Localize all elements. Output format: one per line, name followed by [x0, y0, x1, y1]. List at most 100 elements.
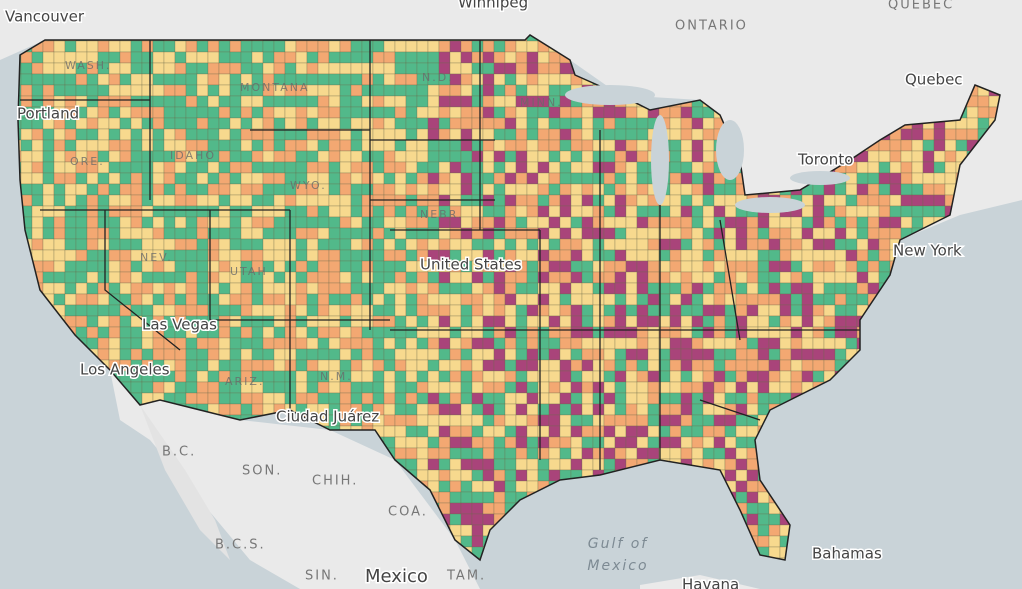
county [262, 40, 275, 53]
county [669, 392, 682, 405]
county [295, 315, 308, 328]
county [493, 370, 506, 383]
county [526, 62, 539, 75]
county [812, 337, 825, 350]
county [603, 161, 616, 174]
county [702, 326, 715, 339]
county [867, 249, 880, 262]
county [801, 315, 814, 328]
county [251, 216, 264, 229]
county [713, 304, 726, 317]
county [768, 337, 781, 350]
county [460, 326, 473, 339]
county [460, 293, 473, 306]
county [97, 271, 110, 284]
county [911, 139, 924, 152]
county [625, 370, 638, 383]
county [471, 337, 484, 350]
county [350, 51, 363, 64]
county [185, 381, 198, 394]
county [702, 205, 715, 218]
county [372, 150, 385, 163]
county [713, 436, 726, 449]
county [163, 161, 176, 174]
county [361, 106, 374, 119]
county [570, 139, 583, 152]
county [141, 51, 154, 64]
county [306, 238, 319, 251]
county [350, 172, 363, 185]
county [592, 293, 605, 306]
county [405, 172, 418, 185]
county [493, 73, 506, 86]
county [394, 260, 407, 273]
county [108, 161, 121, 174]
county [251, 249, 264, 262]
county [823, 293, 836, 306]
county [229, 238, 242, 251]
county [273, 194, 286, 207]
county [427, 458, 440, 471]
county [724, 205, 737, 218]
county [625, 414, 638, 427]
county [669, 315, 682, 328]
county [713, 249, 726, 262]
county [790, 381, 803, 394]
county [471, 172, 484, 185]
county [306, 359, 319, 372]
county [680, 414, 693, 427]
state-borders [20, 40, 860, 470]
county [823, 205, 836, 218]
county [691, 183, 704, 196]
county [185, 293, 198, 306]
county [493, 139, 506, 152]
region-label: COA. [388, 505, 428, 520]
county [537, 194, 550, 207]
county [383, 238, 396, 251]
county [812, 238, 825, 251]
county [42, 139, 55, 152]
county [526, 337, 539, 350]
county [350, 337, 363, 350]
county [790, 227, 803, 240]
county [823, 260, 836, 273]
county [812, 260, 825, 273]
county [185, 304, 198, 317]
county [97, 106, 110, 119]
county [647, 271, 660, 284]
county [845, 227, 858, 240]
county [416, 106, 429, 119]
county [141, 73, 154, 86]
county [394, 271, 407, 284]
county [933, 205, 946, 218]
county [339, 51, 352, 64]
county [295, 282, 308, 295]
county [867, 172, 880, 185]
county [493, 425, 506, 438]
county [394, 414, 407, 427]
county [86, 326, 99, 339]
county [702, 183, 715, 196]
county [603, 447, 616, 460]
mexico-land [110, 370, 480, 589]
county [702, 304, 715, 317]
county [746, 469, 759, 482]
county [526, 436, 539, 449]
county [460, 128, 473, 141]
county [889, 150, 902, 163]
county [163, 51, 176, 64]
county [537, 205, 550, 218]
county [482, 106, 495, 119]
county [526, 425, 539, 438]
county [438, 51, 451, 64]
county [933, 150, 946, 163]
county [196, 227, 209, 240]
county [460, 95, 473, 108]
county [405, 183, 418, 196]
county [240, 348, 253, 361]
county [240, 40, 253, 53]
county [97, 227, 110, 240]
county [383, 51, 396, 64]
county [361, 348, 374, 361]
county [372, 304, 385, 317]
